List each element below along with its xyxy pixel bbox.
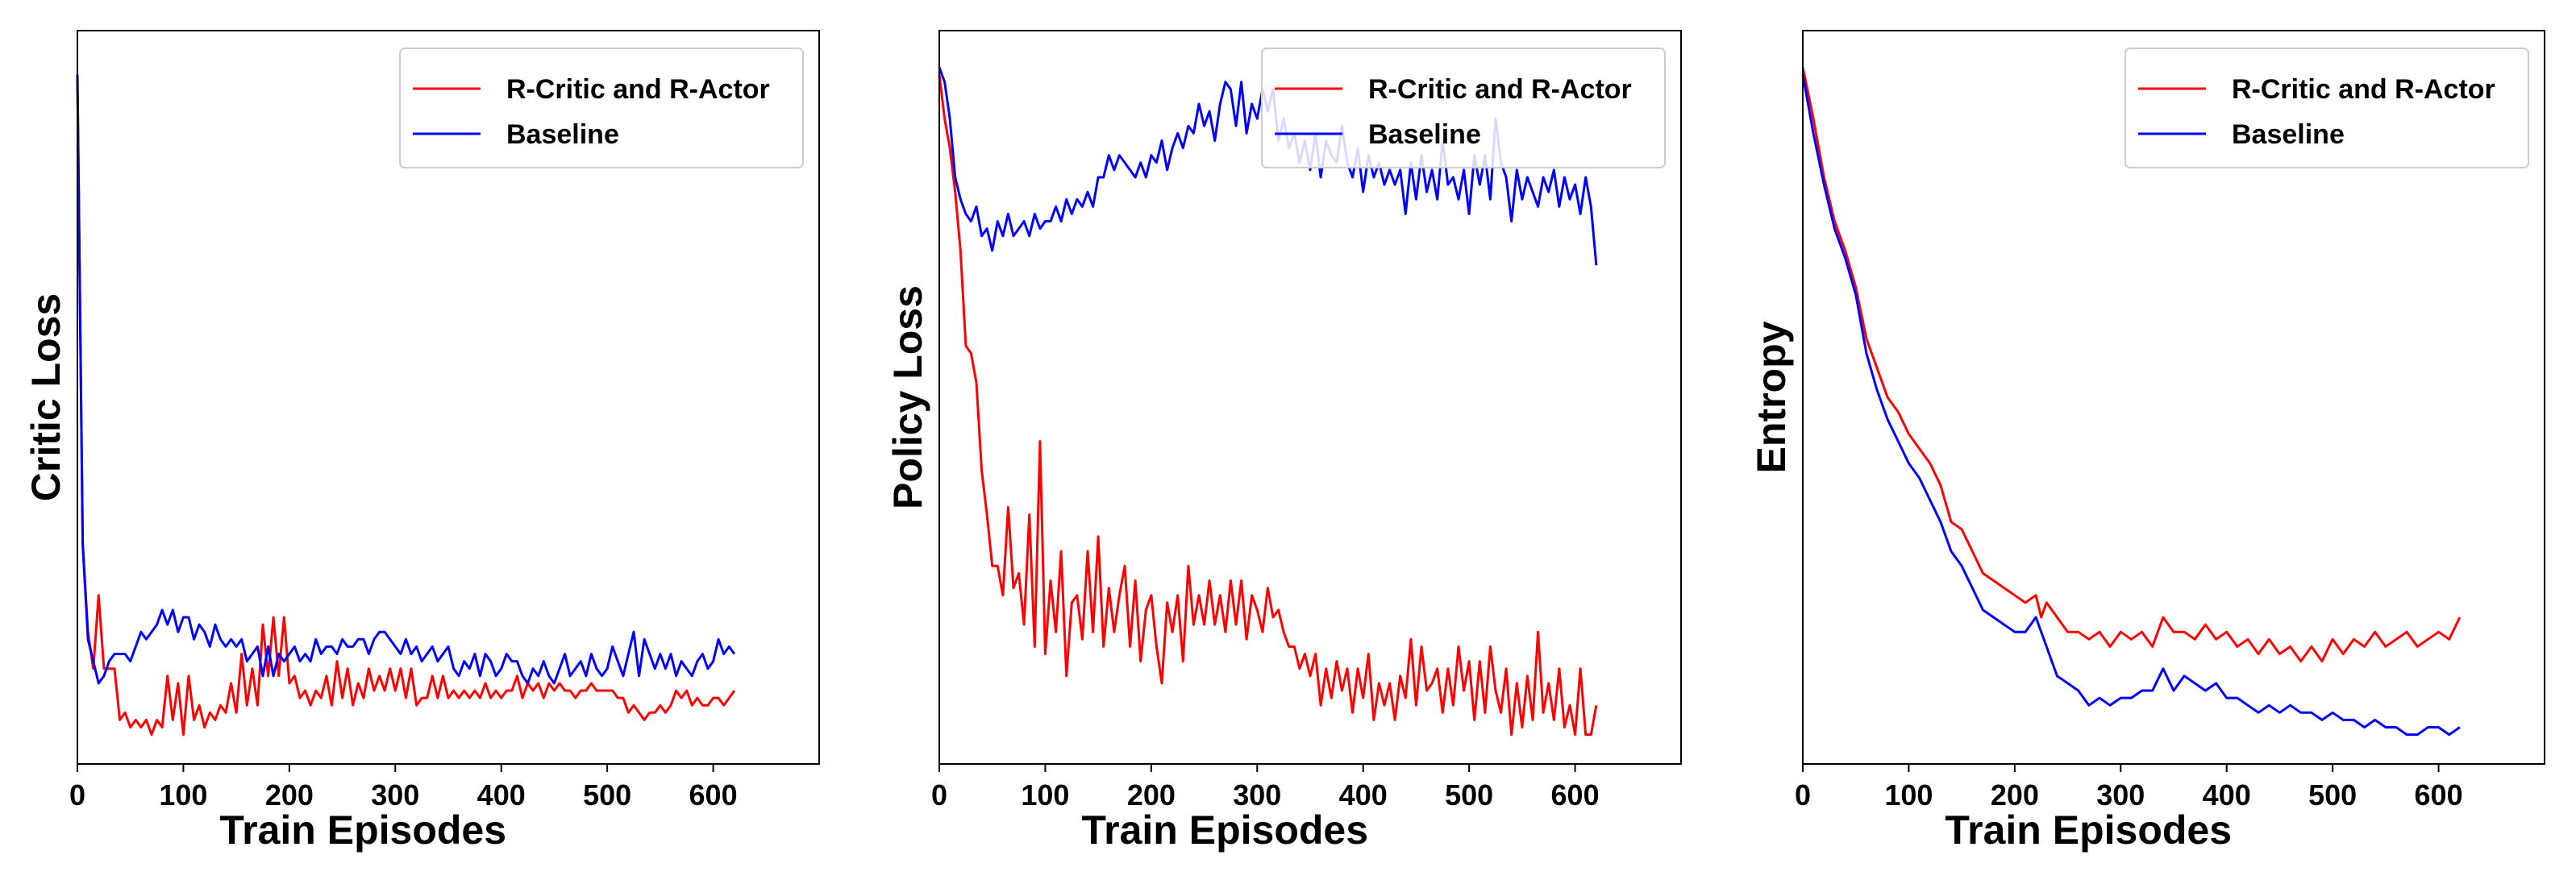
legend-label-1: R-Critic and R-Actor bbox=[1368, 74, 1632, 105]
x-axis-label: Train Episodes bbox=[219, 807, 506, 853]
y-axis-label: Critic Loss bbox=[23, 293, 69, 501]
x-tick-label: 500 bbox=[1445, 778, 1493, 812]
x-tick-label: 500 bbox=[2308, 778, 2357, 812]
x-tick-label: 0 bbox=[69, 778, 85, 812]
x-tick-label: 600 bbox=[2415, 778, 2463, 812]
plot-frame bbox=[938, 30, 1682, 765]
x-axis-label: Train Episodes bbox=[1081, 807, 1368, 853]
x-tick-label: 100 bbox=[159, 778, 207, 812]
x-tick-label: 200 bbox=[1991, 778, 2039, 812]
series-line-1 bbox=[1801, 67, 2462, 663]
plot-frame bbox=[77, 30, 820, 765]
legend-box bbox=[399, 48, 804, 168]
x-tick-label: 300 bbox=[2096, 778, 2145, 812]
x-tick-label: 200 bbox=[1127, 778, 1176, 812]
legend: R-Critic and R-Actor Baseline bbox=[1261, 48, 1666, 168]
x-tick-label: 100 bbox=[1021, 778, 1069, 812]
legend-box bbox=[2124, 48, 2529, 168]
series-line-1 bbox=[76, 74, 736, 737]
x-tick-label: 300 bbox=[1233, 778, 1281, 812]
legend: R-Critic and R-Actor Baseline bbox=[2124, 48, 2529, 168]
x-tick-label: 400 bbox=[1339, 778, 1388, 812]
x-tick-label: 300 bbox=[371, 778, 419, 812]
plot-frame bbox=[1802, 30, 2545, 765]
series-line-1 bbox=[938, 74, 1598, 737]
series-line-2 bbox=[76, 74, 736, 685]
legend-box bbox=[1261, 48, 1666, 168]
chart-panel-1: 0 100 200 300 400 500 600 Train Episodes Critic … bbox=[23, 30, 820, 853]
y-axis-label: Policy Loss bbox=[885, 285, 930, 509]
x-tick-label: 400 bbox=[477, 778, 526, 812]
x-tick-label: 500 bbox=[583, 778, 631, 812]
legend: R-Critic and R-Actor Baseline bbox=[399, 48, 804, 168]
x-tick-label: 200 bbox=[265, 778, 314, 812]
legend-label-2: Baseline bbox=[1368, 119, 1481, 150]
legend-label-2: Baseline bbox=[2232, 119, 2345, 150]
x-tick-label: 0 bbox=[1795, 778, 1811, 812]
legend-label-1: R-Critic and R-Actor bbox=[2232, 74, 2495, 105]
x-tick-label: 0 bbox=[931, 778, 947, 812]
chart-panel-2: 0 100 200 300 400 500 600 Train Episodes Policy … bbox=[885, 30, 1682, 853]
legend-label-2: Baseline bbox=[506, 119, 619, 150]
series-line-2 bbox=[1801, 74, 2461, 737]
x-tick-label: 400 bbox=[2203, 778, 2251, 812]
x-tick-label: 100 bbox=[1884, 778, 1933, 812]
y-axis-label: Entropy bbox=[1749, 321, 1794, 473]
x-tick-label: 600 bbox=[1551, 778, 1600, 812]
legend-label-1: R-Critic and R-Actor bbox=[506, 74, 770, 105]
chart-panel-3: 0 100 200 300 400 500 600 Train Episodes Entropy… bbox=[1749, 30, 2545, 853]
x-tick-label: 600 bbox=[689, 778, 738, 812]
x-axis-label: Train Episodes bbox=[1945, 807, 2232, 853]
